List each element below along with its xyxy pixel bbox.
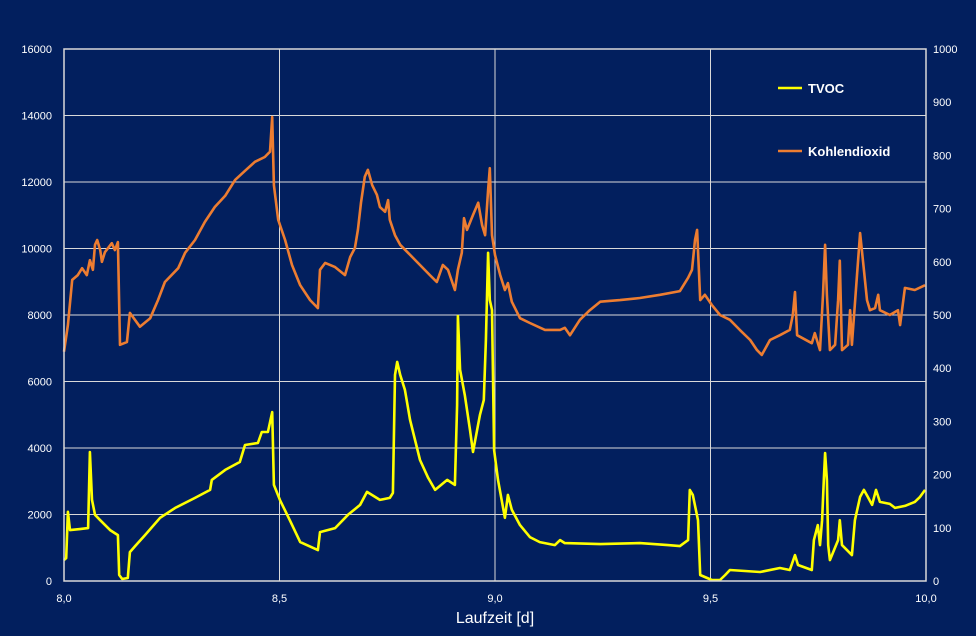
y2-tick-label: 0 xyxy=(933,576,939,588)
y-tick-label: 10000 xyxy=(21,244,52,256)
y-tick-label: 2000 xyxy=(28,510,52,522)
y2-tick-label: 400 xyxy=(933,363,951,375)
y-axis-left: 0 2000 4000 6000 8000 10000 12000 14000 16000 xyxy=(21,44,52,588)
y-tick-label: 12000 xyxy=(21,177,52,189)
legend-label: TVOC xyxy=(808,81,845,96)
plot-area-border xyxy=(63,48,927,582)
y-tick-label: 16000 xyxy=(21,44,52,56)
y2-tick-label: 700 xyxy=(933,204,951,216)
y2-tick-label: 100 xyxy=(933,523,951,535)
series-line-tvoc xyxy=(63,251,927,582)
y-tick-label: 0 xyxy=(46,576,52,588)
y-axis-right: 0 100 200 300 400 500 600 700 800 900 1000 xyxy=(933,44,957,588)
x-tick-label: 8,5 xyxy=(272,593,287,605)
y-tick-label: 8000 xyxy=(28,310,52,322)
y-tick-label: 6000 xyxy=(28,377,52,389)
y2-tick-label: 300 xyxy=(933,416,951,428)
legend-item-tvoc: TVOC xyxy=(778,81,845,96)
legend: TVOC Kohlendioxid xyxy=(778,81,890,159)
y2-tick-label: 600 xyxy=(933,257,951,269)
y2-tick-label: 900 xyxy=(933,97,951,109)
x-tick-label: 8,0 xyxy=(56,593,71,605)
legend-item-kohlendioxid: Kohlendioxid xyxy=(778,144,890,159)
series-line-kohlendioxid xyxy=(62,115,926,357)
y2-tick-label: 500 xyxy=(933,310,951,322)
x-axis: 8,0 8,5 9,0 9,5 10,0 xyxy=(56,593,936,605)
x-tick-label: 9,0 xyxy=(487,593,502,605)
x-tick-label: 9,5 xyxy=(703,593,718,605)
y2-tick-label: 800 xyxy=(933,150,951,162)
series-layer xyxy=(62,115,927,582)
y2-tick-label: 200 xyxy=(933,470,951,482)
y2-tick-label: 1000 xyxy=(933,44,957,56)
y-tick-label: 14000 xyxy=(21,111,52,123)
x-axis-label: Laufzeit [d] xyxy=(456,610,534,627)
x-tick-label: 10,0 xyxy=(915,593,936,605)
y-tick-label: 4000 xyxy=(28,443,52,455)
legend-label: Kohlendioxid xyxy=(808,144,890,159)
